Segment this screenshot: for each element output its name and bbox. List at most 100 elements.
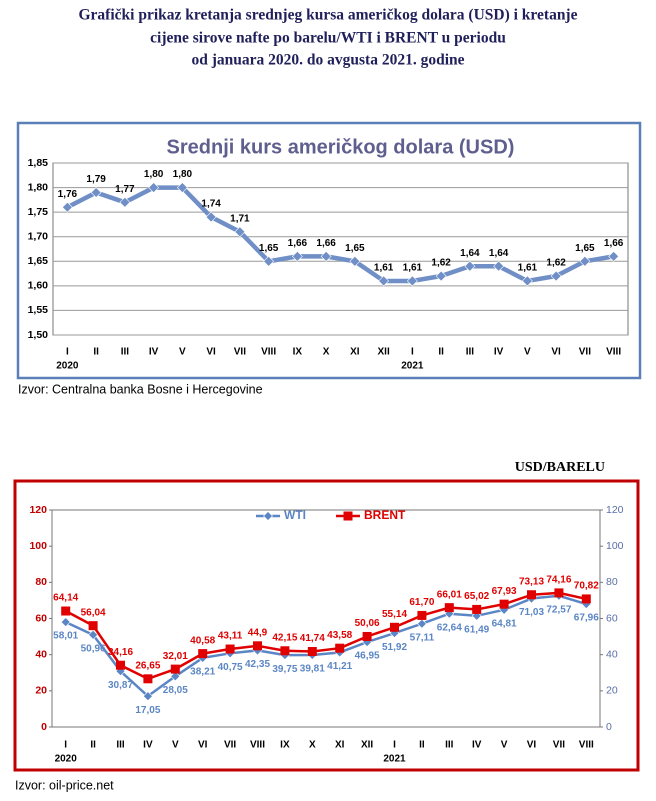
y-tick-label: 1,50 — [28, 329, 49, 341]
data-label: 67,93 — [492, 586, 517, 597]
data-point — [60, 617, 71, 628]
data-label: 38,21 — [190, 667, 215, 678]
data-label: 64,14 — [53, 593, 78, 604]
data-label: 1,62 — [431, 258, 451, 269]
data-label: 70,82 — [574, 581, 599, 592]
y-tick-label: 60 — [35, 612, 47, 624]
y-tick-label: 20 — [35, 685, 47, 697]
y2-tick-label: 60 — [606, 612, 618, 624]
data-label: 40,58 — [190, 635, 215, 646]
data-label: 1,61 — [518, 263, 538, 274]
data-label: 39,75 — [272, 664, 297, 675]
data-label: 40,75 — [218, 662, 243, 673]
data-label: 1,64 — [489, 248, 509, 259]
y-tick-label: 1,80 — [28, 181, 49, 193]
data-point — [378, 275, 390, 287]
data-point — [307, 647, 317, 657]
data-label: 43,11 — [218, 631, 243, 642]
data-point — [527, 590, 536, 600]
x-tick-label: IV — [143, 740, 153, 751]
x-tick-label: VIII — [261, 347, 276, 358]
x-tick-label: VII — [579, 347, 591, 358]
data-point — [61, 606, 71, 616]
y-tick-label: 1,85 — [28, 157, 49, 169]
data-point — [435, 270, 447, 282]
y2-tick-label: 0 — [606, 721, 612, 733]
x-tick-label: X — [309, 740, 316, 751]
data-point — [416, 618, 427, 629]
data-label: 1,80 — [173, 169, 193, 180]
data-point — [176, 182, 188, 193]
data-point — [417, 610, 427, 620]
data-point — [116, 660, 125, 670]
page-title: od januara 2020. do avgusta 2021. godine — [191, 52, 464, 69]
x-tick-label: IX — [280, 740, 290, 751]
year-label: 2020 — [56, 361, 79, 372]
x-tick-label: I — [64, 740, 67, 751]
x-tick-label: VII — [234, 347, 246, 358]
data-label: 71,03 — [519, 607, 544, 618]
x-tick-label: VIII — [606, 347, 621, 358]
data-label: 1,80 — [144, 169, 164, 180]
x-tick-label: II — [438, 347, 444, 358]
x-tick-label: I — [411, 347, 414, 358]
x-tick-label: I — [393, 740, 396, 751]
page-title: Grafički prikaz kretanja srednjeg kursa … — [79, 7, 578, 24]
data-point — [493, 260, 505, 272]
x-tick-label: IV — [472, 740, 482, 751]
data-point — [170, 664, 180, 674]
data-point — [170, 671, 181, 682]
data-label: 57,11 — [410, 632, 435, 643]
x-tick-label: II — [90, 740, 96, 751]
data-point — [90, 187, 102, 198]
data-line — [65, 591, 587, 681]
data-point — [464, 260, 476, 272]
x-tick-label: VI — [527, 740, 537, 751]
legend-marker — [263, 511, 273, 521]
y-tick-label: 40 — [35, 648, 47, 660]
x-tick-label: XI — [350, 347, 360, 358]
source-note: Izvor: Centralna banka Bosne i Hercegovi… — [18, 382, 263, 396]
y-tick-label: 1,65 — [28, 255, 49, 267]
data-label: 58,01 — [53, 631, 78, 642]
data-label: 46,95 — [355, 651, 380, 662]
data-label: 1,62 — [546, 258, 566, 269]
x-tick-label: IV — [494, 347, 504, 358]
data-label: 1,76 — [58, 189, 78, 200]
data-point — [119, 196, 131, 208]
data-label: 1,65 — [575, 243, 595, 254]
x-tick-label: VI — [206, 347, 216, 358]
x-tick-label: VI — [551, 347, 561, 358]
year-label: 2021 — [401, 361, 424, 372]
y2-tick-label: 100 — [606, 540, 624, 552]
unit-label: USD/BARELU — [515, 460, 605, 475]
data-label: 51,92 — [382, 642, 407, 653]
data-label: 64,81 — [492, 618, 517, 629]
chart-frame — [13, 479, 640, 772]
x-tick-label: III — [466, 347, 475, 358]
x-tick-label: II — [93, 347, 99, 358]
y-tick-label: 1,75 — [28, 206, 49, 218]
page-title: cijene sirove nafte po barelu/WTI i BREN… — [150, 30, 506, 47]
x-tick-label: VII — [553, 740, 565, 751]
data-point — [444, 603, 454, 613]
data-label: 1,61 — [403, 263, 423, 274]
y-tick-label: 1,60 — [28, 280, 49, 292]
x-tick-label: V — [501, 740, 508, 751]
data-label: 28,05 — [163, 685, 188, 696]
legend-label: WTI — [284, 508, 306, 522]
data-label: 1,61 — [374, 263, 394, 274]
data-point — [521, 275, 533, 287]
x-tick-label: IX — [293, 347, 303, 358]
data-label: 67,96 — [574, 613, 599, 624]
data-label: 73,13 — [519, 576, 544, 587]
data-point — [608, 250, 620, 262]
data-label: 50,96 — [81, 643, 106, 654]
data-label: 1,79 — [86, 174, 106, 185]
data-label: 1,65 — [345, 243, 365, 254]
y2-tick-label: 20 — [606, 685, 618, 697]
y2-tick-label: 80 — [606, 576, 618, 588]
data-point — [143, 674, 153, 684]
data-label: 50,06 — [355, 618, 380, 629]
